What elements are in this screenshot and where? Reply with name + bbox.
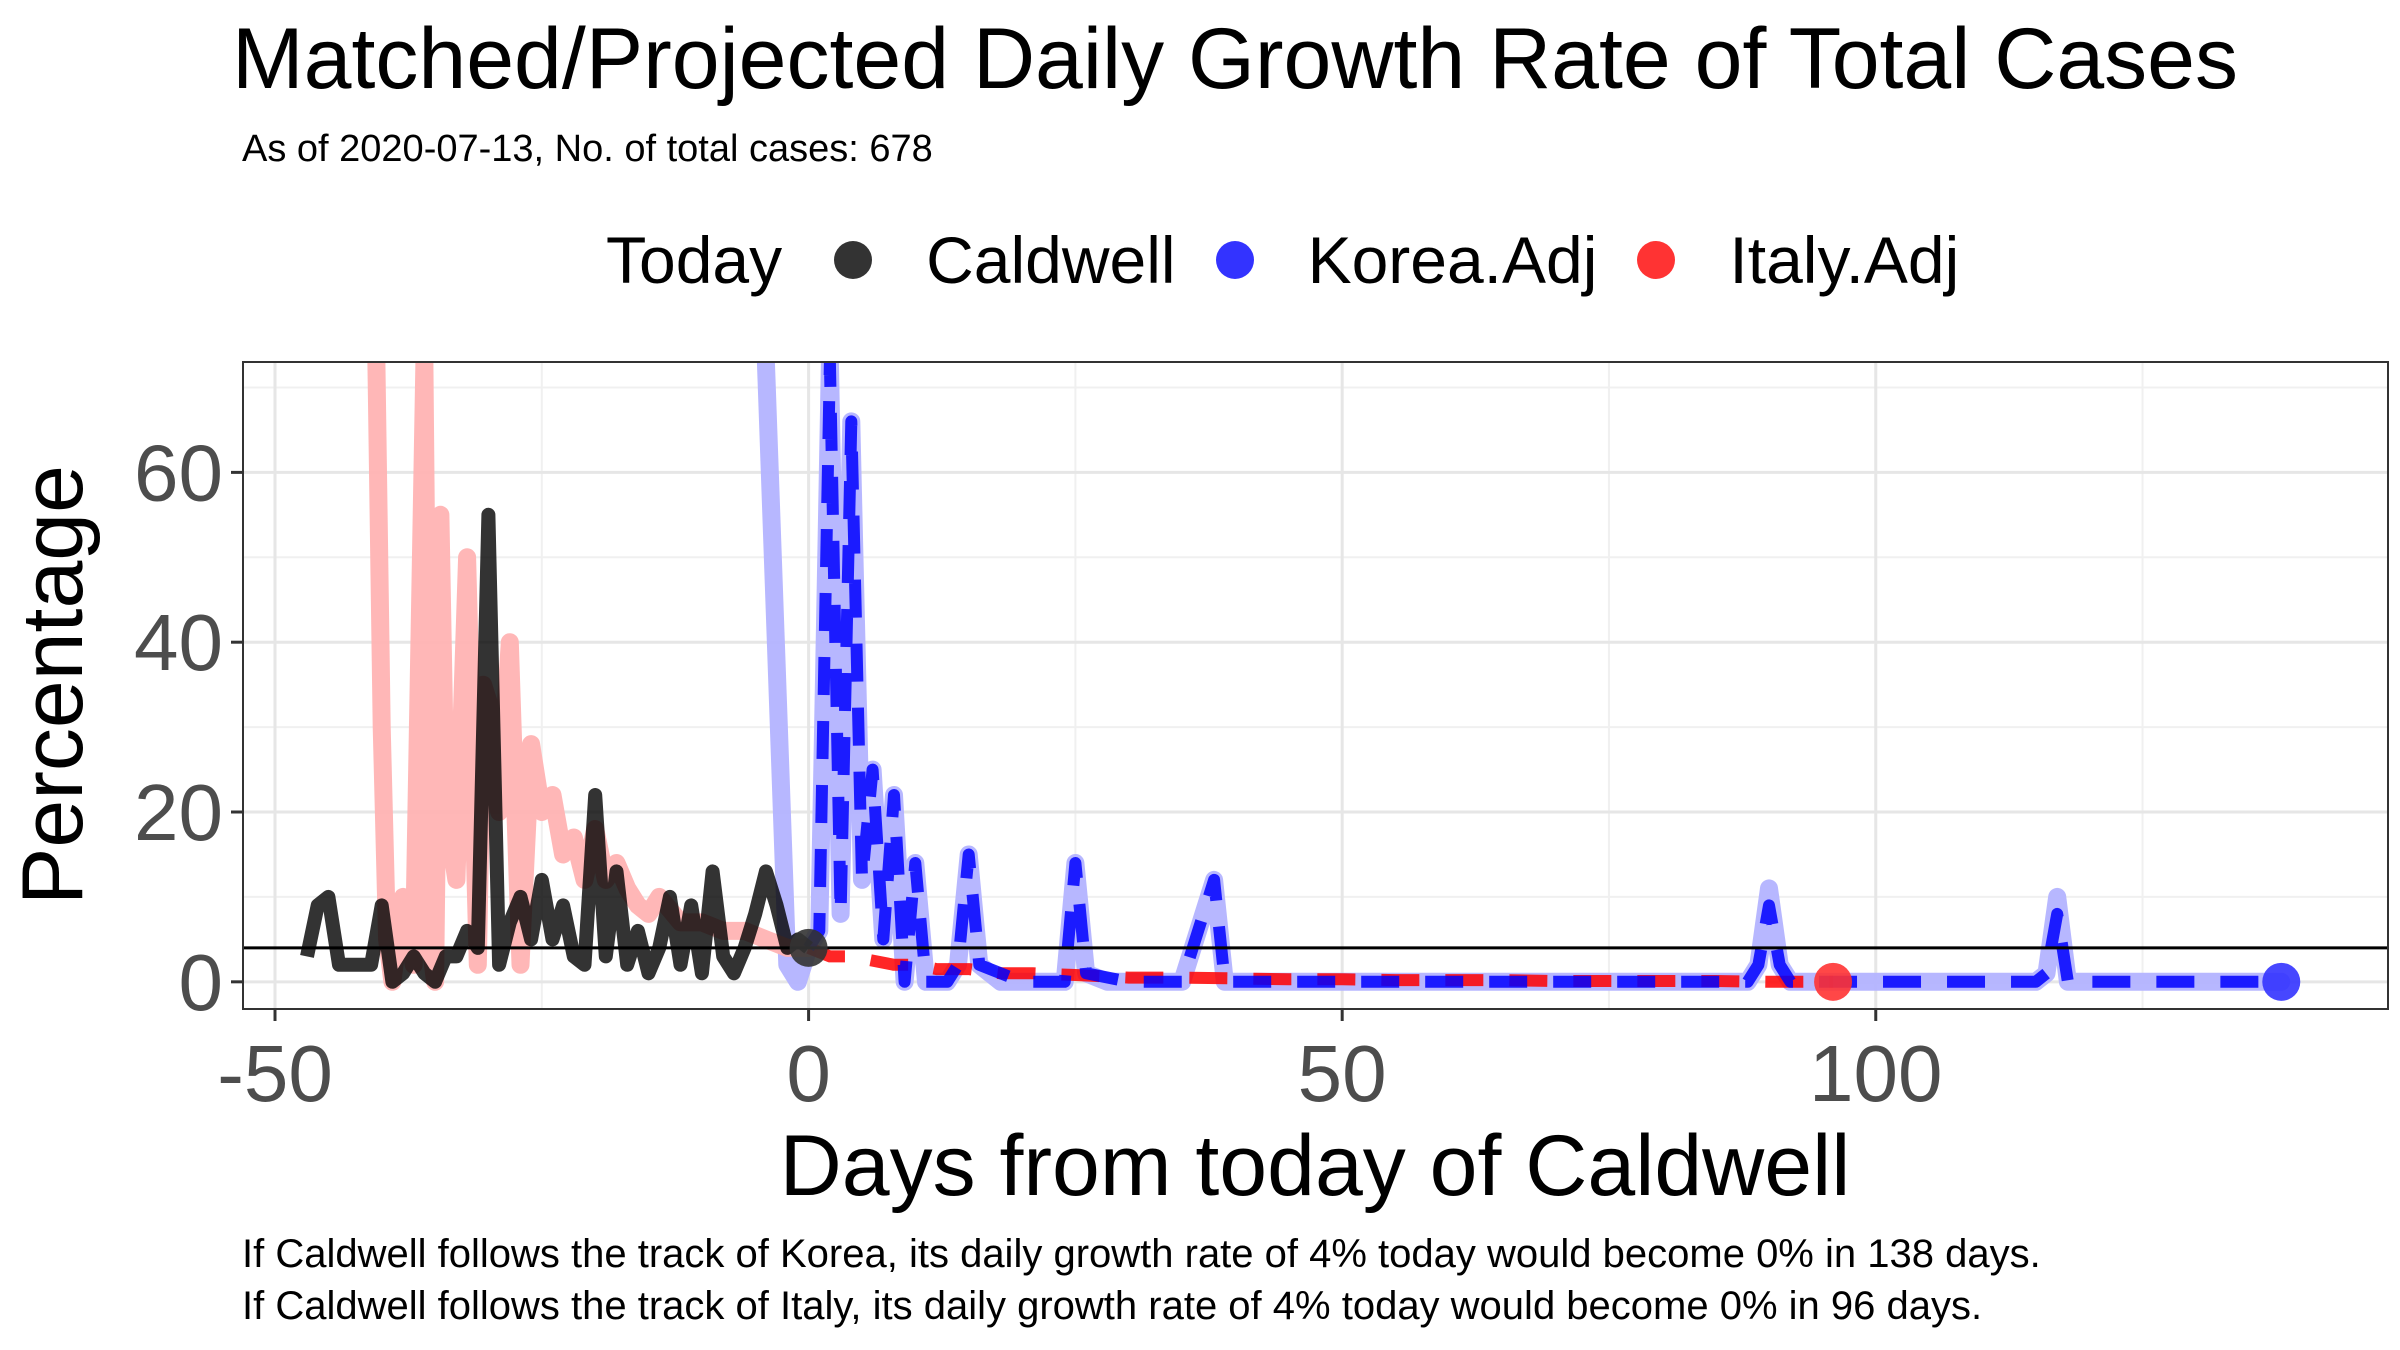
x-tick-label: -50 (217, 1029, 333, 1118)
legend-label-italy: Italy.Adj (1729, 223, 1960, 297)
plot-layer (243, 362, 2388, 1001)
y-tick-label: 40 (134, 598, 223, 687)
chart-title: Matched/Projected Daily Growth Rate of T… (232, 11, 2239, 107)
y-tick-label: 0 (179, 938, 224, 1027)
footnotes: If Caldwell follows the track of Korea, … (242, 1228, 2041, 1332)
panel-border (242, 361, 2389, 1010)
legend-item-italy: Italy.Adj (1637, 222, 1959, 298)
legend-dot-caldwell (834, 241, 873, 279)
today-point-korea-adj (2262, 962, 2301, 1001)
x-tick-label: 50 (1298, 1029, 1387, 1118)
legend-title: Today (606, 223, 783, 297)
legend-item-caldwell: Caldwell (834, 222, 1176, 298)
today-point-italy-adj (1814, 962, 1853, 1001)
series-line-caldwell (300, 507, 813, 989)
note-korea: If Caldwell follows the track of Korea, … (242, 1232, 2041, 1276)
x-tick-label: 0 (786, 1029, 831, 1118)
legend-label-caldwell: Caldwell (926, 223, 1176, 297)
x-axis-label: Days from today of Caldwell (780, 1118, 1851, 1214)
grid (243, 362, 2388, 1009)
legend-dot-korea (1215, 241, 1254, 279)
y-tick-label: 60 (134, 428, 223, 517)
legend: Today Caldwell Korea.Adj Italy.Adj (606, 222, 1999, 298)
legend-item-korea: Korea.Adj (1215, 222, 1598, 298)
legend-dot-italy (1637, 241, 1676, 279)
series-line-korea-adj (803, 362, 2282, 988)
chart-subtitle: As of 2020-07-13, No. of total cases: 67… (242, 128, 933, 170)
legend-label-korea: Korea.Adj (1307, 223, 1598, 297)
y-axis-label: Percentage (5, 465, 101, 905)
today-point-caldwell (789, 928, 828, 967)
x-tick-label: 100 (1809, 1029, 1942, 1118)
note-italy: If Caldwell follows the track of Italy, … (242, 1284, 1983, 1328)
y-tick-label: 20 (134, 768, 223, 857)
